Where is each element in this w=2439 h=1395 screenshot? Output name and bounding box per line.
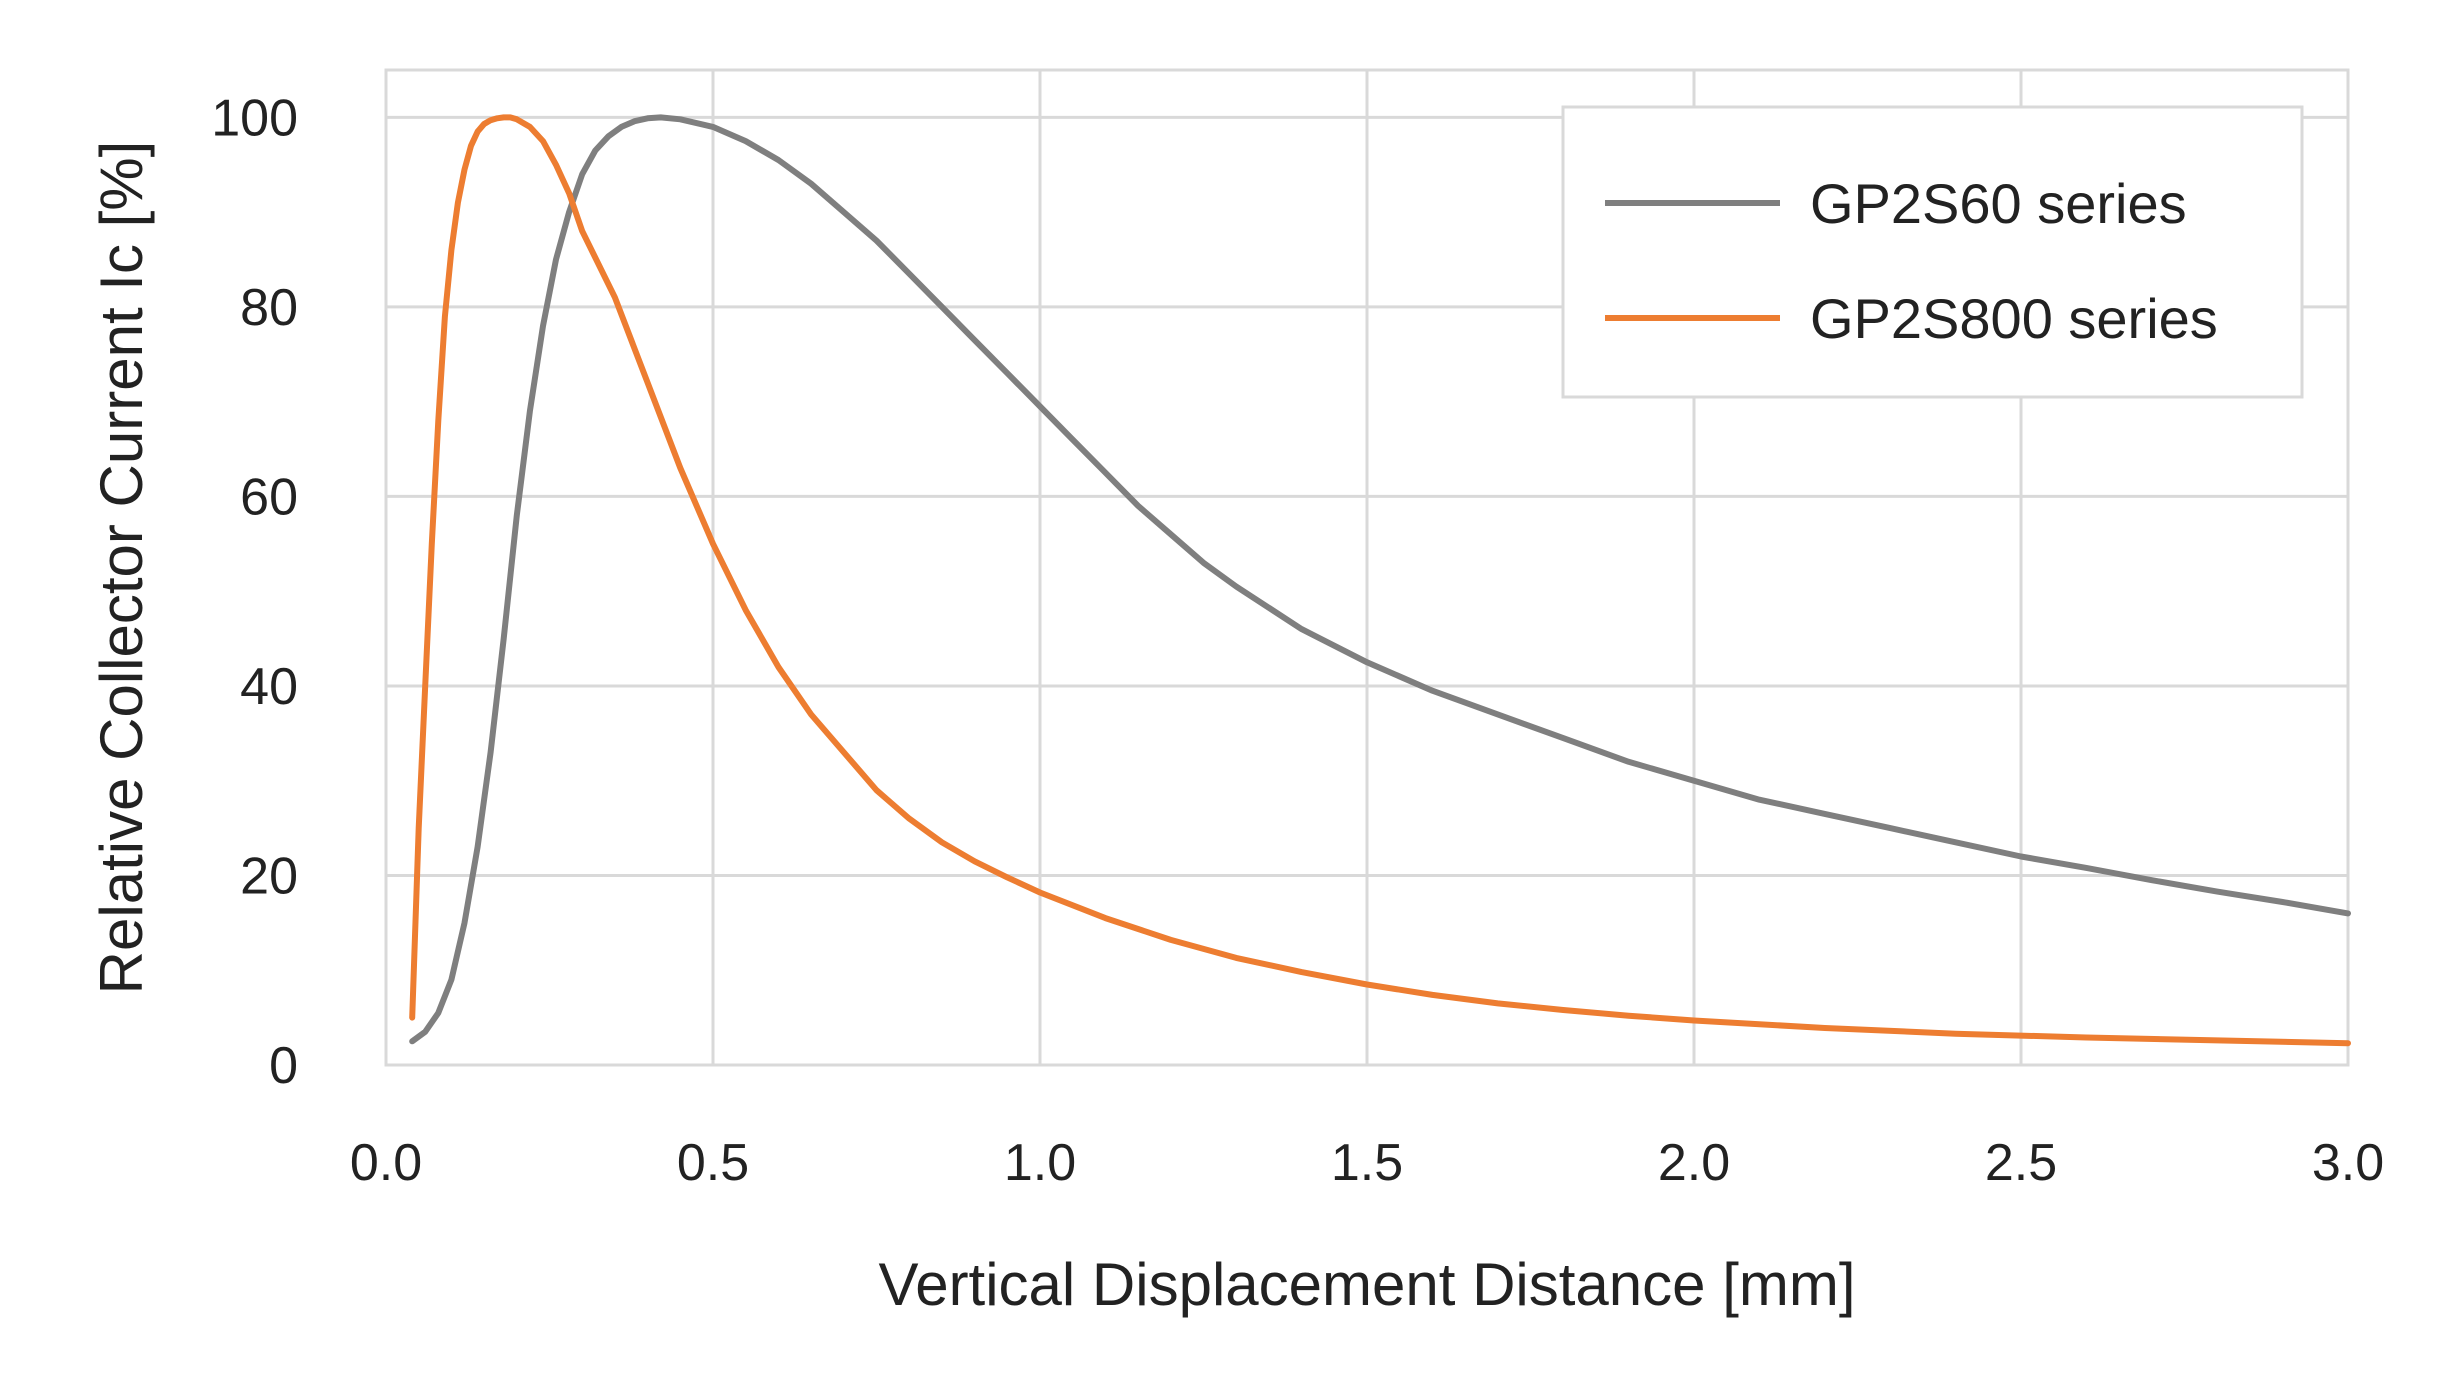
x-tick-label: 0.0 [350,1134,422,1192]
y-tick-label: 100 [211,89,298,147]
y-tick-label: 0 [269,1037,298,1095]
x-tick-label: 3.0 [2312,1134,2384,1192]
x-axis-title: Vertical Displacement Distance [mm] [879,1251,1856,1318]
plot-area-border [384,68,2350,1067]
y-tick-label: 60 [240,468,298,526]
x-tick-label: 2.5 [1985,1134,2057,1192]
x-axis-ticks: 0.0 0.5 1.0 1.5 2.0 2.5 3.0 [350,1134,2384,1192]
x-tick-label: 2.0 [1658,1134,1730,1192]
x-tick-label: 0.5 [677,1134,749,1192]
legend-box [1561,105,2304,399]
x-tick-label: 1.5 [1331,1134,1403,1192]
legend-label-gp2s60: GP2S60 series [1810,172,2187,235]
legend-label-gp2s800: GP2S800 series [1810,287,2218,350]
y-tick-label: 20 [240,847,298,905]
y-axis-title: Relative Collector Current Ic [%] [88,141,155,995]
series-line-gp2s60 [409,114,2351,1045]
y-tick-label: 40 [240,658,298,716]
series-line-gp2s800 [409,114,2351,1047]
x-tick-label: 1.0 [1004,1134,1076,1192]
y-axis-ticks: 0 20 40 60 80 100 [211,89,298,1095]
series-layer [409,114,2351,1047]
y-tick-label: 80 [240,279,298,337]
legend: GP2S60 series GP2S800 series [1561,105,2304,399]
